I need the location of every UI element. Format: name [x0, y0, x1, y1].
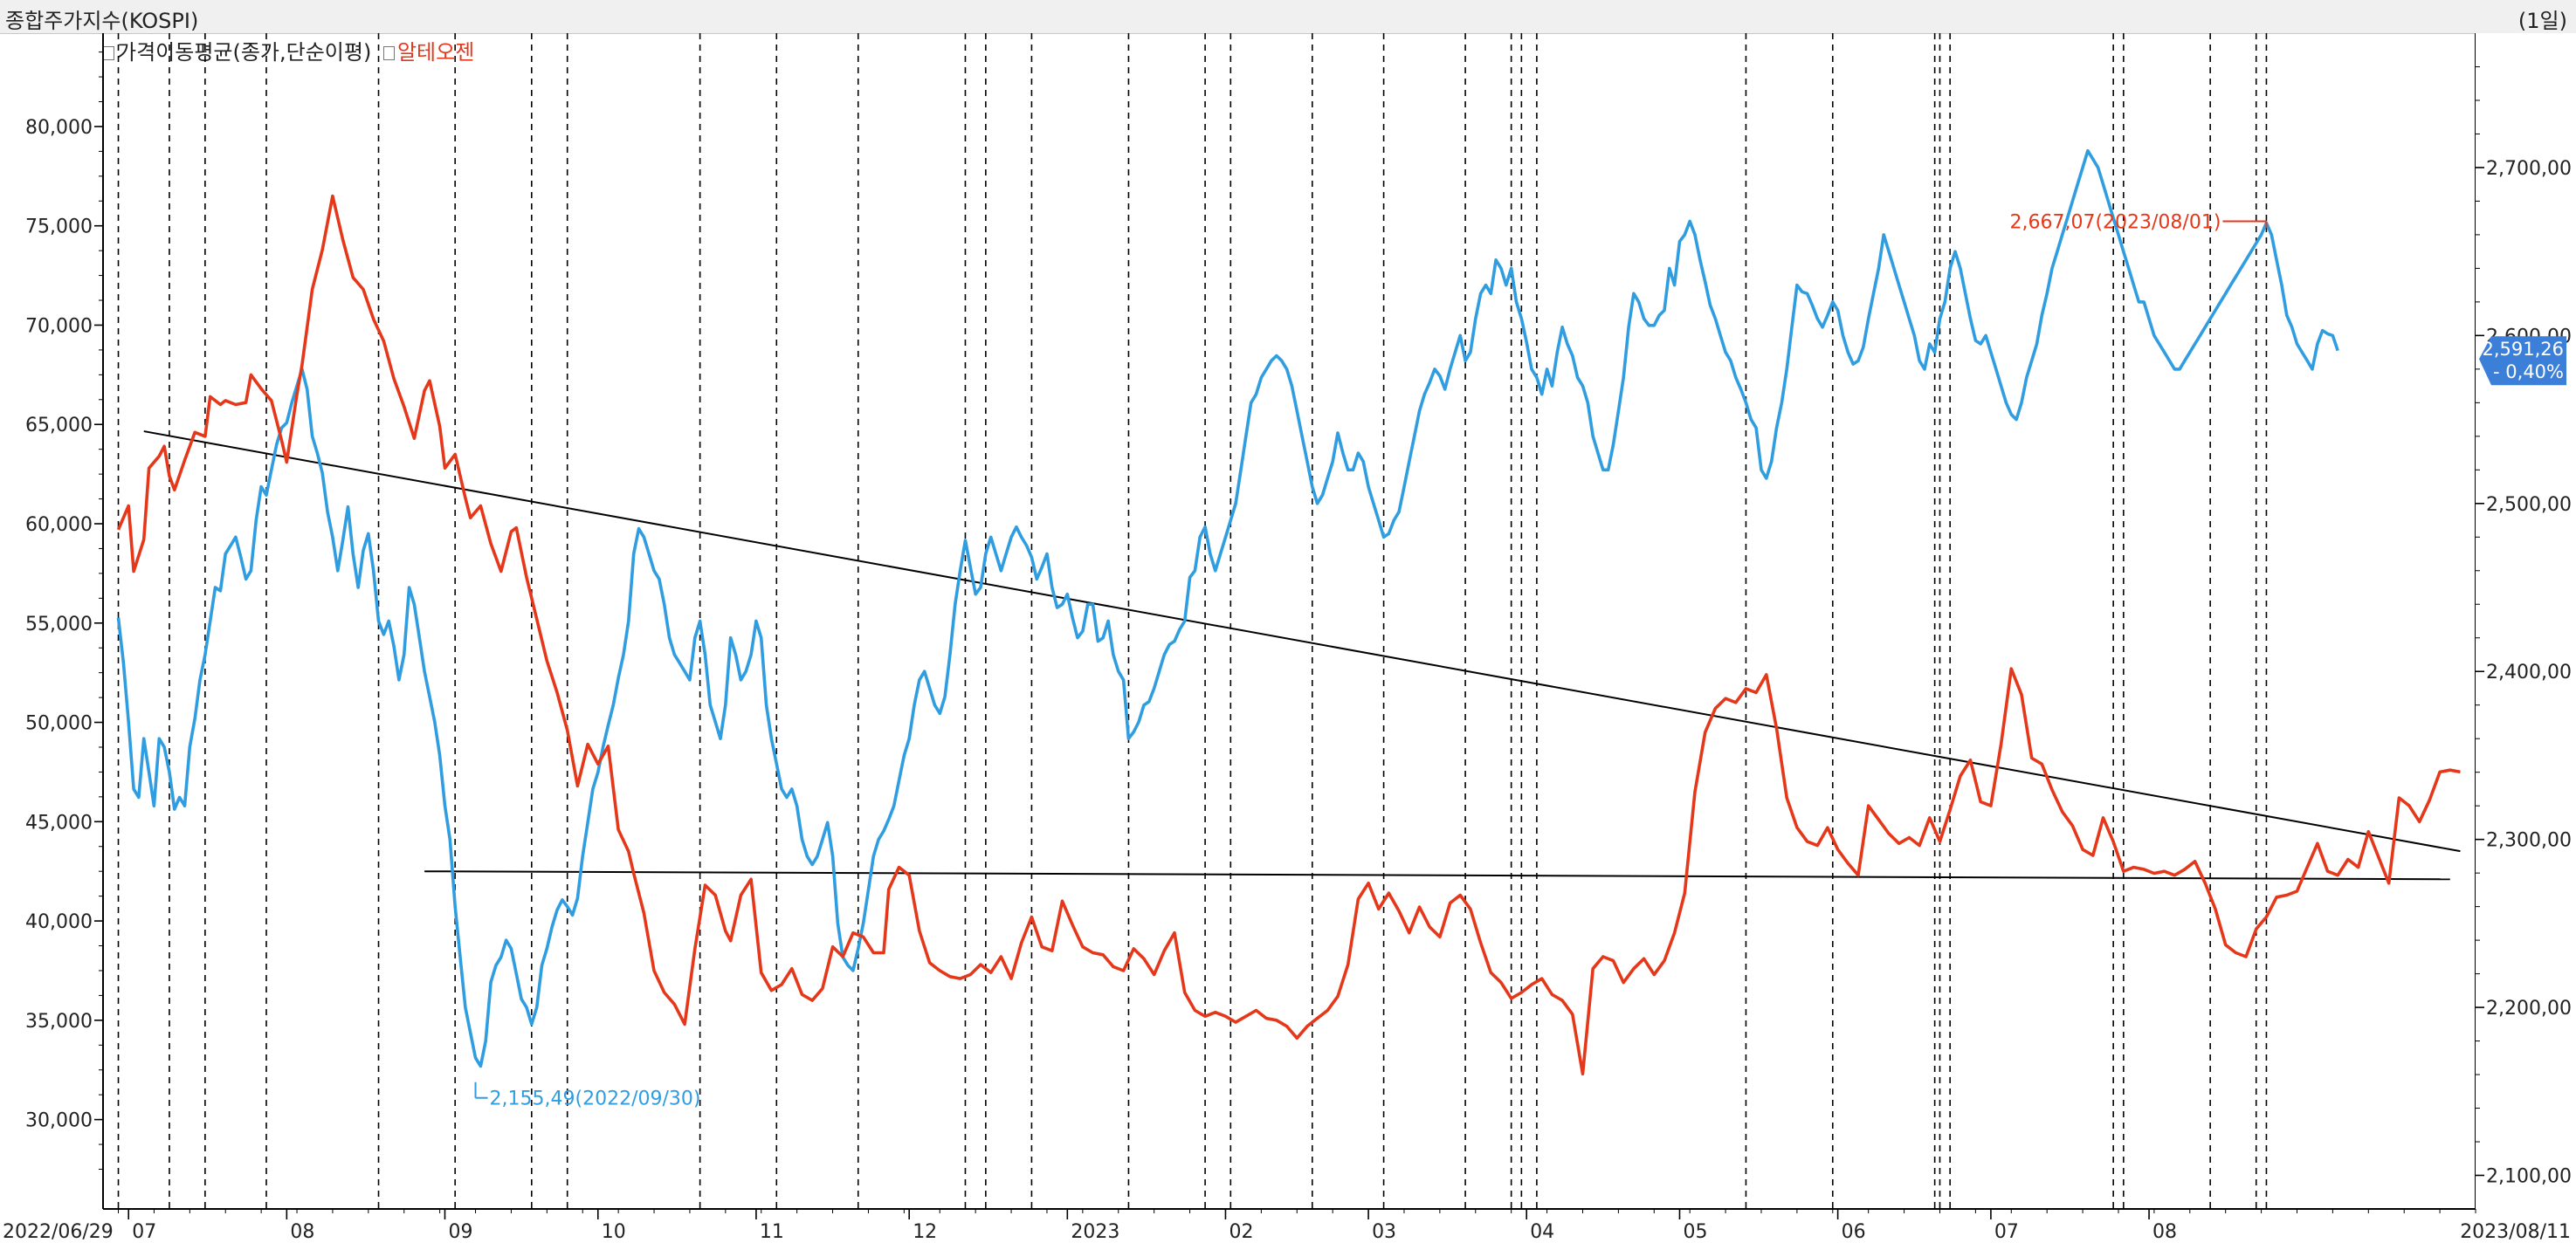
axes-layer: 30,000 35,000 40,000 45,000 50,000 55,000 60,0…	[3, 33, 2576, 1243]
x-end-date-label: 2023/08/11	[2460, 1221, 2571, 1243]
right-axis-tick-label: 2,100,00	[2486, 1166, 2572, 1188]
x-axis-month-label: 02	[1229, 1221, 1253, 1243]
left-axis-tick-label: 55,000	[25, 614, 93, 635]
legend-label-altegen: 알테오젠	[396, 40, 475, 65]
current-price-change: - 0,40%	[2493, 361, 2564, 382]
legend-item-moving-average[interactable]: 가격이동평균(종가,단순이평)	[103, 40, 378, 65]
x-axis-month-label: 11	[760, 1221, 784, 1243]
x-axis-month-label: 12	[913, 1221, 937, 1243]
kospi-series-line	[116, 148, 2339, 1068]
left-axis-tick-label: 60,000	[25, 514, 93, 536]
legend-checkbox-icon[interactable]	[382, 46, 395, 60]
annotation-layer: 2,667,07(2023/08/01) 2,155,49(2022/09/30)…	[474, 211, 2566, 1110]
x-axis-month-label: 2023	[1071, 1221, 1119, 1243]
period-label[interactable]: (1일)	[2517, 9, 2567, 33]
left-axis-tick-label: 70,000	[25, 315, 93, 337]
left-axis-tick-label: 45,000	[25, 812, 93, 834]
x-axis-month-label: 05	[1683, 1221, 1707, 1243]
altegen-support-trendline	[424, 870, 2450, 881]
left-axis-tick-label: 30,000	[25, 1110, 93, 1132]
right-axis-tick-label: 2,200,00	[2486, 998, 2572, 1020]
series-layer	[116, 148, 2461, 1076]
left-axis-tick-label: 50,000	[25, 713, 93, 735]
kospi-high-label: 2,667,07(2023/08/01)	[2009, 211, 2221, 233]
x-axis-month-label: 03	[1372, 1221, 1396, 1243]
x-axis-month-label: 07	[1994, 1221, 2019, 1243]
x-start-date-label: 2022/06/29	[3, 1221, 114, 1243]
chart-title: 종합주가지수(KOSPI)	[5, 9, 199, 33]
altegen-series-line	[116, 194, 2461, 1076]
left-axis-tick-label: 75,000	[25, 216, 93, 238]
right-axis-tick-label: 2,500,00	[2486, 494, 2572, 516]
x-axis-month-label: 06	[1842, 1221, 1866, 1243]
x-axis-month-label: 08	[290, 1221, 314, 1243]
right-axis-tick-label: 2,400,00	[2486, 662, 2572, 683]
x-axis-month-label: 08	[2152, 1221, 2177, 1243]
legend: 가격이동평균(종가,단순이평) 알테오젠	[103, 35, 479, 65]
kospi-low-label: 2,155,49(2022/09/30)	[490, 1088, 701, 1110]
x-axis-month-label: 09	[448, 1221, 472, 1243]
left-axis-tick-label: 35,000	[25, 1011, 93, 1033]
current-price-badge	[2479, 336, 2566, 386]
x-axis-month-label: 04	[1530, 1221, 1554, 1243]
x-axis-month-label: 10	[602, 1221, 626, 1243]
current-price-value: 2,591,26	[2482, 339, 2564, 360]
left-axis-tick-label: 80,000	[25, 117, 93, 139]
right-axis-tick-label: 2,300,00	[2486, 830, 2572, 852]
grid-layer	[117, 33, 2268, 1209]
kospi-downtrend-trendline	[143, 430, 2461, 853]
title-bar: 종합주가지수(KOSPI) (1일)	[0, 0, 2576, 34]
legend-label-moving-average: 가격이동평균(종가,단순이평)	[117, 40, 372, 65]
x-axis-month-label: 07	[132, 1221, 156, 1243]
legend-item-altegen[interactable]: 알테오젠	[382, 40, 475, 65]
left-axis-tick-label: 40,000	[25, 911, 93, 933]
left-axis-tick-label: 65,000	[25, 415, 93, 436]
right-axis-panel	[2476, 33, 2576, 1209]
right-axis-tick-label: 2,700,00	[2486, 158, 2572, 180]
